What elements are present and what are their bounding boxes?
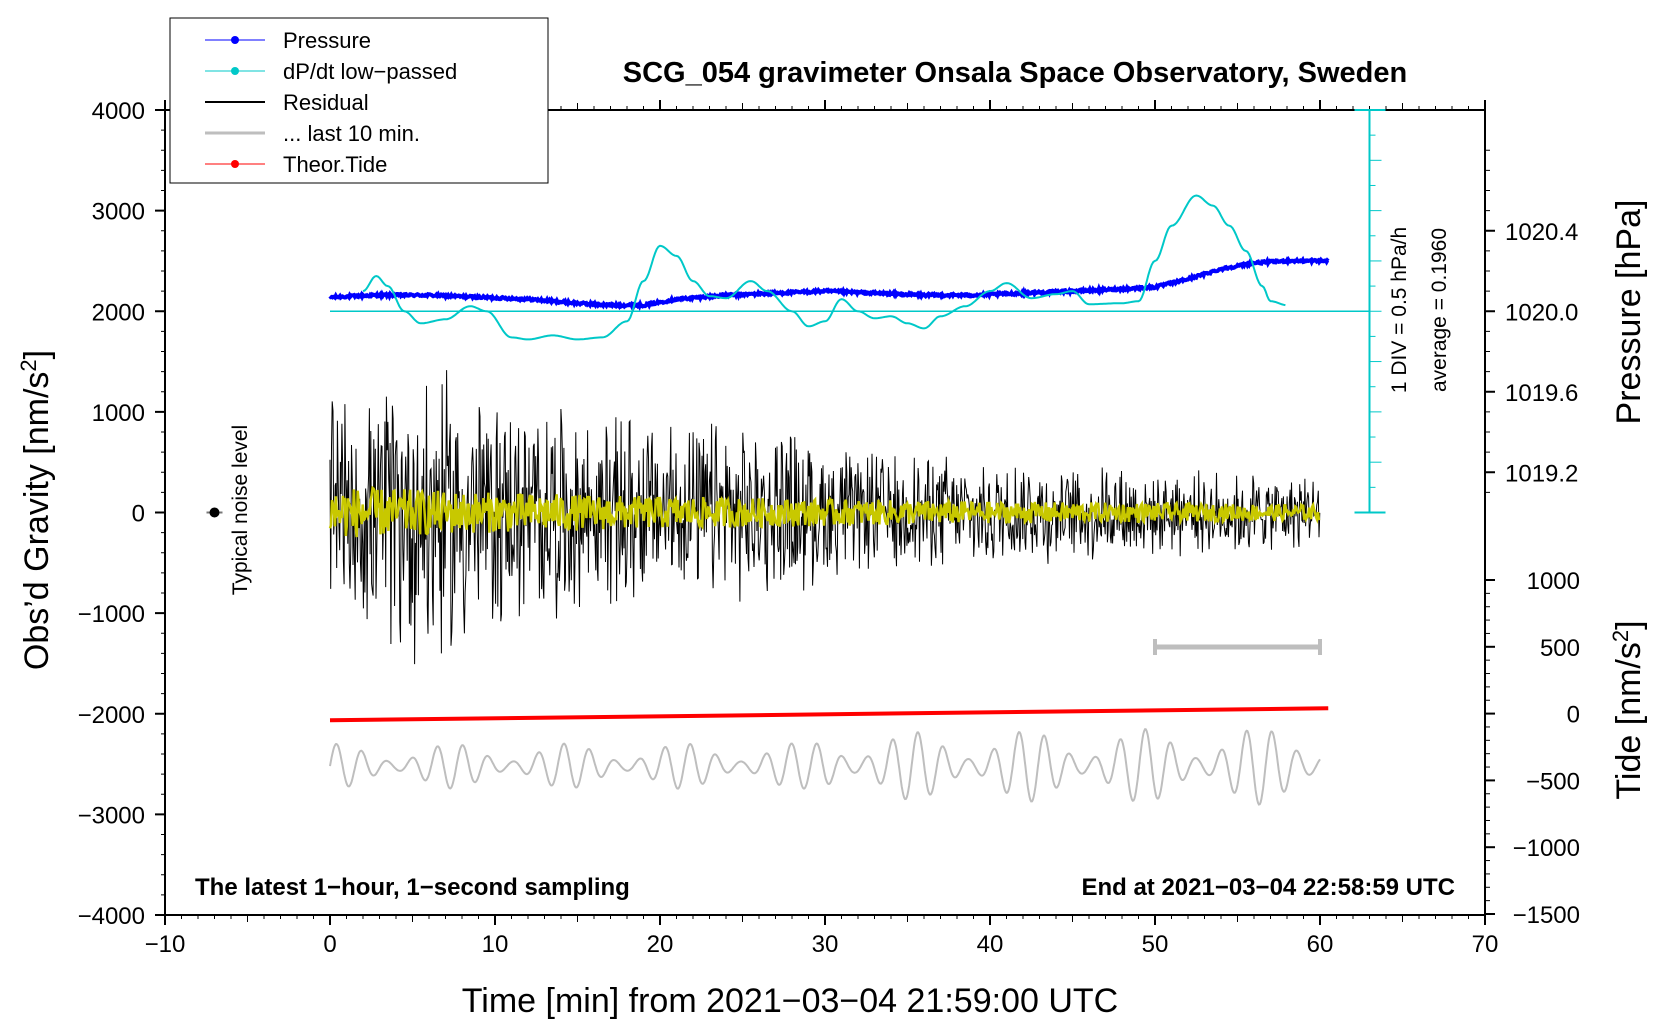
residual-smoothed-line (328, 485, 1321, 538)
y-tick-label: −4000 (78, 903, 145, 930)
x-tick-label: 40 (977, 931, 1004, 958)
x-tick-label: 20 (647, 931, 674, 958)
tide-axis-title-main: Tide [nm/s (1610, 642, 1648, 799)
pressure-tick-label: 1019.6 (1505, 380, 1578, 407)
average-label: average = 0.1960 (1428, 228, 1451, 392)
y-tick-label: 3000 (92, 199, 145, 226)
noise-point (209, 507, 220, 518)
y-tick-label: 0 (132, 501, 145, 528)
last-10-min-line (329, 728, 1321, 806)
legend-label: Theor.Tide (283, 152, 387, 177)
pressure-line (328, 255, 1330, 312)
legend: Pressure dP/dt low−passed Residual ... last… (169, 17, 549, 184)
tide-tick-label: −1500 (1513, 902, 1580, 929)
tide-axis-title-sup: 2 (1608, 630, 1633, 642)
y-tick-label: −2000 (78, 702, 145, 729)
x-tick-label: −10 (145, 931, 186, 958)
legend-label: Pressure (283, 28, 371, 53)
tide-axis-title-end: ] (1610, 620, 1648, 629)
x-tick-label: 10 (482, 931, 509, 958)
div-scale-label: 1 DIV = 0.5 hPa/h (1388, 227, 1411, 393)
tide-tick-label: 500 (1540, 635, 1580, 662)
noise-level-label: Typical noise level (229, 425, 252, 595)
pressure-tick-label: 1019.2 (1505, 460, 1578, 487)
x-tick-label: 30 (812, 931, 839, 958)
tide-line (329, 706, 1329, 723)
x-tick-label: 0 (323, 931, 336, 958)
y-tick-label: −3000 (78, 802, 145, 829)
end-time-note: End at 2021−03−04 22:58:59 UTC (1081, 874, 1455, 901)
tide-tick-label: −500 (1526, 768, 1580, 795)
tide-tick-label: −1000 (1513, 835, 1580, 862)
tide-axis-title: Tide [nm/s2] (1608, 620, 1649, 799)
y-tick-label: 2000 (92, 299, 145, 326)
axis-ticks: −10 0 10 20 30 40 50 60 70 4000 3000 2000 1000 0 −1000… (78, 98, 1580, 958)
pressure-tick-label: 1020.0 (1505, 299, 1578, 326)
sampling-note: The latest 1−hour, 1−second sampling (195, 874, 630, 901)
tide-tick-label: 1000 (1527, 568, 1580, 595)
legend-marker (231, 160, 239, 168)
y-axis-title: Obs’d Gravity [nm/s2] (16, 350, 57, 670)
legend-marker (231, 67, 239, 75)
dpdt-line (362, 194, 1286, 341)
x-tick-label: 50 (1142, 931, 1169, 958)
x-tick-label: 70 (1472, 931, 1499, 958)
data-series (328, 194, 1330, 806)
pressure-tick-label: 1020.4 (1505, 219, 1578, 246)
tide-tick-label: 0 (1567, 702, 1580, 729)
pressure-axis-title: Pressure [hPa] (1610, 200, 1648, 425)
x-tick-label: 60 (1307, 931, 1334, 958)
y-tick-label: −1000 (78, 601, 145, 628)
y-axis-title-main: Obs’d Gravity [nm/s (18, 372, 56, 671)
legend-label: dP/dt low−passed (283, 59, 457, 84)
legend-items: Pressure dP/dt low−passed Residual ... last… (205, 28, 457, 177)
y-axis-title-sup: 2 (16, 359, 41, 371)
legend-marker (231, 36, 239, 44)
x-axis-title: Time [min] from 2021−03−04 21:59:00 UTC (462, 982, 1118, 1020)
y-tick-label: 1000 (92, 400, 145, 427)
chart-title: SCG_054 gravimeter Onsala Space Observat… (623, 57, 1407, 89)
annotations (206, 109, 1386, 655)
y-axis-title-end: ] (18, 350, 56, 359)
legend-label: ... last 10 min. (283, 121, 420, 146)
legend-label: Residual (283, 90, 369, 115)
y-tick-label: 4000 (92, 98, 145, 125)
legend-box (169, 17, 549, 184)
